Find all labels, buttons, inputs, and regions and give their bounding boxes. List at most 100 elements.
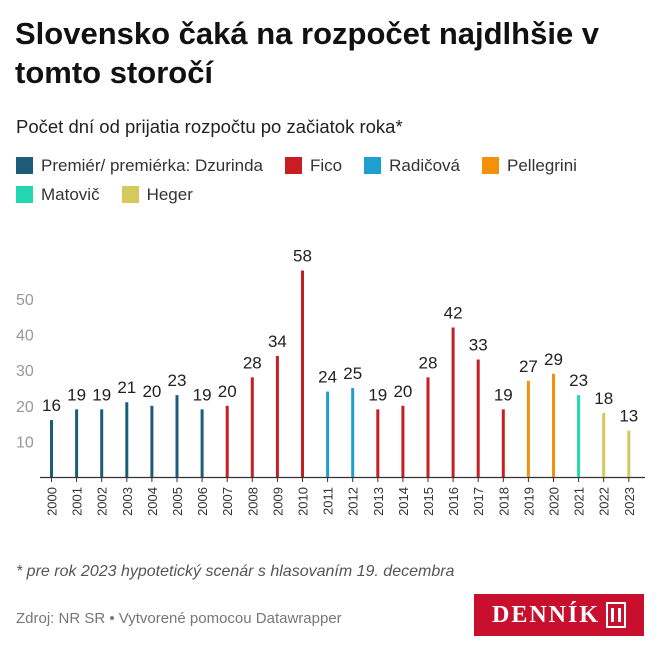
x-tick-label: 2003 (120, 487, 135, 516)
data-label: 23 (569, 371, 588, 390)
legend-swatch (482, 157, 500, 174)
x-tick-label: 2000 (45, 487, 60, 516)
data-label: 23 (168, 371, 187, 390)
bar-chart: 10 20 30 40 50 16 2000 19 2001 19 2002 21 2003 20 2004… (16, 247, 645, 516)
data-label: 19 (494, 385, 513, 404)
data-label: 20 (393, 382, 412, 401)
x-tick-label: 2010 (296, 487, 311, 516)
bar (250, 377, 254, 477)
y-tick-label: 40 (16, 328, 34, 345)
data-label: 25 (343, 364, 362, 383)
legend-label: Heger (146, 184, 193, 204)
x-tick-label: 2005 (170, 487, 185, 516)
y-tick-label: 10 (16, 434, 34, 451)
bar (426, 377, 430, 477)
x-tick-label: 2014 (396, 487, 411, 516)
bar (376, 409, 380, 477)
bar (275, 355, 279, 477)
bar (577, 395, 581, 477)
legend-swatch (16, 157, 33, 174)
data-label: 42 (444, 303, 463, 322)
bar (552, 373, 555, 477)
data-label: 19 (368, 385, 387, 404)
bar (150, 405, 154, 477)
data-label: 29 (544, 350, 563, 369)
bar (451, 327, 455, 477)
x-tick-label: 2009 (270, 487, 285, 516)
bar (50, 420, 53, 477)
bar (75, 409, 79, 477)
data-label: 27 (519, 357, 538, 376)
bar (476, 359, 480, 477)
bar (401, 405, 405, 477)
data-label: 13 (619, 407, 638, 426)
legend-label: Fico (310, 155, 343, 175)
data-label: 20 (218, 382, 237, 401)
y-tick-label: 30 (16, 363, 34, 380)
legend-swatch (16, 186, 33, 203)
legend-swatch (121, 186, 139, 203)
x-tick-label: 2001 (70, 487, 85, 516)
legend-item: Heger (121, 184, 193, 205)
bar (175, 395, 179, 477)
legend: Premiér/ premiérka: Dzurinda Fico Radičová… (16, 155, 646, 205)
bar (225, 405, 229, 477)
data-label: 19 (193, 385, 212, 404)
legend-swatch (285, 157, 303, 174)
x-tick-label: 2019 (521, 487, 536, 516)
footnote: * pre rok 2023 hypotetický scenár s hlas… (16, 563, 455, 580)
data-label: 33 (469, 336, 488, 355)
x-tick-label: 2006 (195, 487, 210, 516)
data-label: 20 (142, 382, 161, 401)
x-tick-label: 2002 (95, 487, 110, 516)
source-credit: Zdroj: NR SR • Vytvorené pomocou Datawra… (16, 610, 342, 627)
logo-n-mark (606, 602, 626, 628)
data-label: 24 (318, 368, 337, 387)
x-tick-label: 2017 (471, 487, 486, 516)
x-tick-label: 2013 (371, 487, 386, 516)
bar (125, 402, 129, 477)
logo-text: DENNÍK (491, 601, 600, 628)
x-tick-label: 2023 (622, 487, 637, 516)
legend-label: Premiér/ premiérka: Dzurinda (41, 155, 264, 175)
legend-label: Matovič (41, 184, 100, 204)
data-label: 58 (293, 247, 312, 266)
chart-subtitle: Počet dní od prijatia rozpočtu po začiat… (16, 116, 403, 137)
y-tick-label: 20 (16, 399, 34, 416)
bar (100, 409, 104, 477)
x-tick-label: 2004 (145, 487, 160, 516)
bar (301, 270, 304, 477)
data-label: 21 (117, 378, 136, 397)
x-tick-label: 2022 (597, 487, 612, 516)
bar (501, 409, 505, 477)
legend-item: Premiér/ premiérka: Dzurinda (16, 155, 263, 176)
data-label: 16 (42, 396, 61, 415)
legend-item: Matovič (16, 184, 100, 205)
legend-label: Pellegrini (507, 155, 577, 175)
bar (602, 412, 606, 477)
x-tick-label: 2020 (547, 487, 562, 516)
data-label: 18 (594, 389, 613, 408)
bar (627, 430, 631, 477)
x-tick-label: 2016 (446, 487, 461, 516)
x-tick-label: 2007 (220, 487, 235, 516)
legend-item: Fico (285, 155, 342, 176)
x-tick-label: 2015 (421, 487, 436, 516)
data-label: 19 (92, 385, 111, 404)
x-tick-label: 2021 (572, 487, 587, 516)
data-label: 28 (419, 353, 438, 372)
dennik-n-logo[interactable]: DENNÍK (474, 594, 644, 636)
data-label: 28 (243, 353, 262, 372)
x-tick-label: 2008 (245, 487, 260, 516)
legend-item: Radičová (364, 155, 460, 176)
chart-title: Slovensko čaká na rozpočet najdlhšie v t… (15, 16, 600, 90)
legend-label: Radičová (389, 155, 461, 175)
y-tick-label: 50 (16, 292, 34, 309)
bar (200, 409, 204, 477)
data-label: 19 (67, 385, 86, 404)
data-label: 34 (268, 332, 287, 351)
x-tick-label: 2018 (496, 487, 511, 516)
bar (526, 380, 530, 477)
x-tick-label: 2011 (321, 487, 336, 515)
legend-swatch (364, 157, 382, 174)
